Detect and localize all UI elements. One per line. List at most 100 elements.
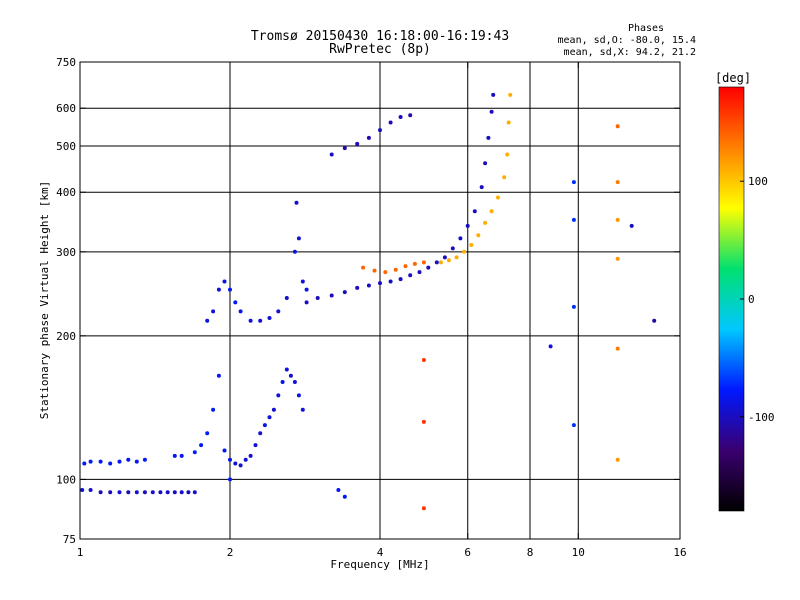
data-point xyxy=(108,461,113,466)
y-axis-label: Stationary phase Virtual Height [km] xyxy=(38,181,51,419)
data-point xyxy=(502,175,507,180)
data-point xyxy=(179,490,184,495)
data-point xyxy=(506,120,511,125)
plot-frame xyxy=(79,61,681,540)
data-point xyxy=(126,457,131,462)
data-point xyxy=(476,233,481,238)
data-point xyxy=(262,423,267,428)
data-point xyxy=(238,309,243,314)
data-point xyxy=(216,287,221,292)
data-point xyxy=(403,264,408,269)
data-point xyxy=(421,260,426,265)
x-tick-label: 16 xyxy=(673,546,686,559)
data-point xyxy=(267,316,272,320)
data-point xyxy=(472,209,477,214)
data-point xyxy=(238,463,243,468)
data-point xyxy=(442,255,447,260)
data-point xyxy=(233,300,238,305)
y-tick-label: 100 xyxy=(56,473,76,486)
colorbar-tick-label: 0 xyxy=(748,293,755,306)
data-point xyxy=(248,453,253,458)
data-point xyxy=(186,490,191,495)
data-point xyxy=(108,490,113,495)
data-point xyxy=(417,270,422,275)
data-point xyxy=(548,344,553,349)
data-point xyxy=(253,443,258,448)
data-point xyxy=(315,296,320,300)
data-point xyxy=(211,309,216,314)
data-point xyxy=(446,258,451,263)
data-point xyxy=(304,300,309,305)
data-point xyxy=(342,494,347,499)
y-tick-label: 200 xyxy=(56,330,76,343)
data-point xyxy=(228,477,232,482)
data-point xyxy=(479,185,484,190)
data-point xyxy=(205,318,210,323)
data-point xyxy=(434,260,439,265)
data-point xyxy=(222,279,227,284)
data-point xyxy=(571,304,576,309)
data-point xyxy=(150,490,155,495)
data-point xyxy=(426,265,431,270)
y-tick-label: 75 xyxy=(63,533,76,546)
data-point xyxy=(383,270,388,275)
data-point xyxy=(329,152,334,157)
data-point xyxy=(489,109,494,114)
data-point xyxy=(469,243,474,247)
data-point xyxy=(258,318,263,323)
data-point xyxy=(300,279,305,284)
data-point xyxy=(292,249,297,254)
data-point xyxy=(258,431,263,436)
y-tick-label: 500 xyxy=(56,140,76,153)
data-point xyxy=(228,457,232,462)
data-point xyxy=(483,161,488,166)
data-point xyxy=(421,358,426,362)
data-point xyxy=(205,431,210,436)
data-point xyxy=(615,457,620,462)
data-point xyxy=(276,309,281,314)
data-point xyxy=(179,453,184,458)
x-tick-label: 10 xyxy=(572,546,585,559)
data-point xyxy=(483,220,488,225)
data-point xyxy=(615,217,620,222)
data-point xyxy=(342,146,347,151)
data-point xyxy=(366,283,371,288)
data-point xyxy=(491,92,496,97)
data-point xyxy=(496,195,500,200)
data-point xyxy=(615,124,620,129)
data-point xyxy=(571,180,576,185)
data-point xyxy=(329,293,334,298)
data-point xyxy=(505,152,510,157)
data-point xyxy=(355,141,360,146)
data-point xyxy=(462,249,467,254)
data-point xyxy=(296,236,301,241)
data-point xyxy=(629,223,634,228)
data-point xyxy=(421,506,426,511)
data-point xyxy=(336,488,341,492)
y-tick-label: 750 xyxy=(56,56,76,69)
data-point xyxy=(98,490,103,495)
data-point xyxy=(222,448,227,453)
phases-stat-o: mean, sd,O: -80.0, 15.4 xyxy=(558,35,696,46)
data-point xyxy=(284,296,289,300)
data-point xyxy=(412,261,417,266)
data-point xyxy=(408,273,413,278)
data-points xyxy=(80,92,657,511)
data-point xyxy=(458,236,463,241)
data-point xyxy=(508,92,513,97)
data-point xyxy=(216,373,221,378)
data-point xyxy=(465,223,470,228)
data-point xyxy=(88,459,93,464)
data-point xyxy=(82,461,87,466)
x-tick-label: 6 xyxy=(464,546,471,559)
data-point xyxy=(398,277,403,282)
data-point xyxy=(267,415,272,420)
data-point xyxy=(342,290,347,295)
data-point xyxy=(192,450,197,455)
colorbar xyxy=(718,86,745,512)
data-point xyxy=(228,287,232,292)
data-point xyxy=(300,407,305,412)
data-point xyxy=(292,380,297,384)
data-point xyxy=(211,407,216,412)
